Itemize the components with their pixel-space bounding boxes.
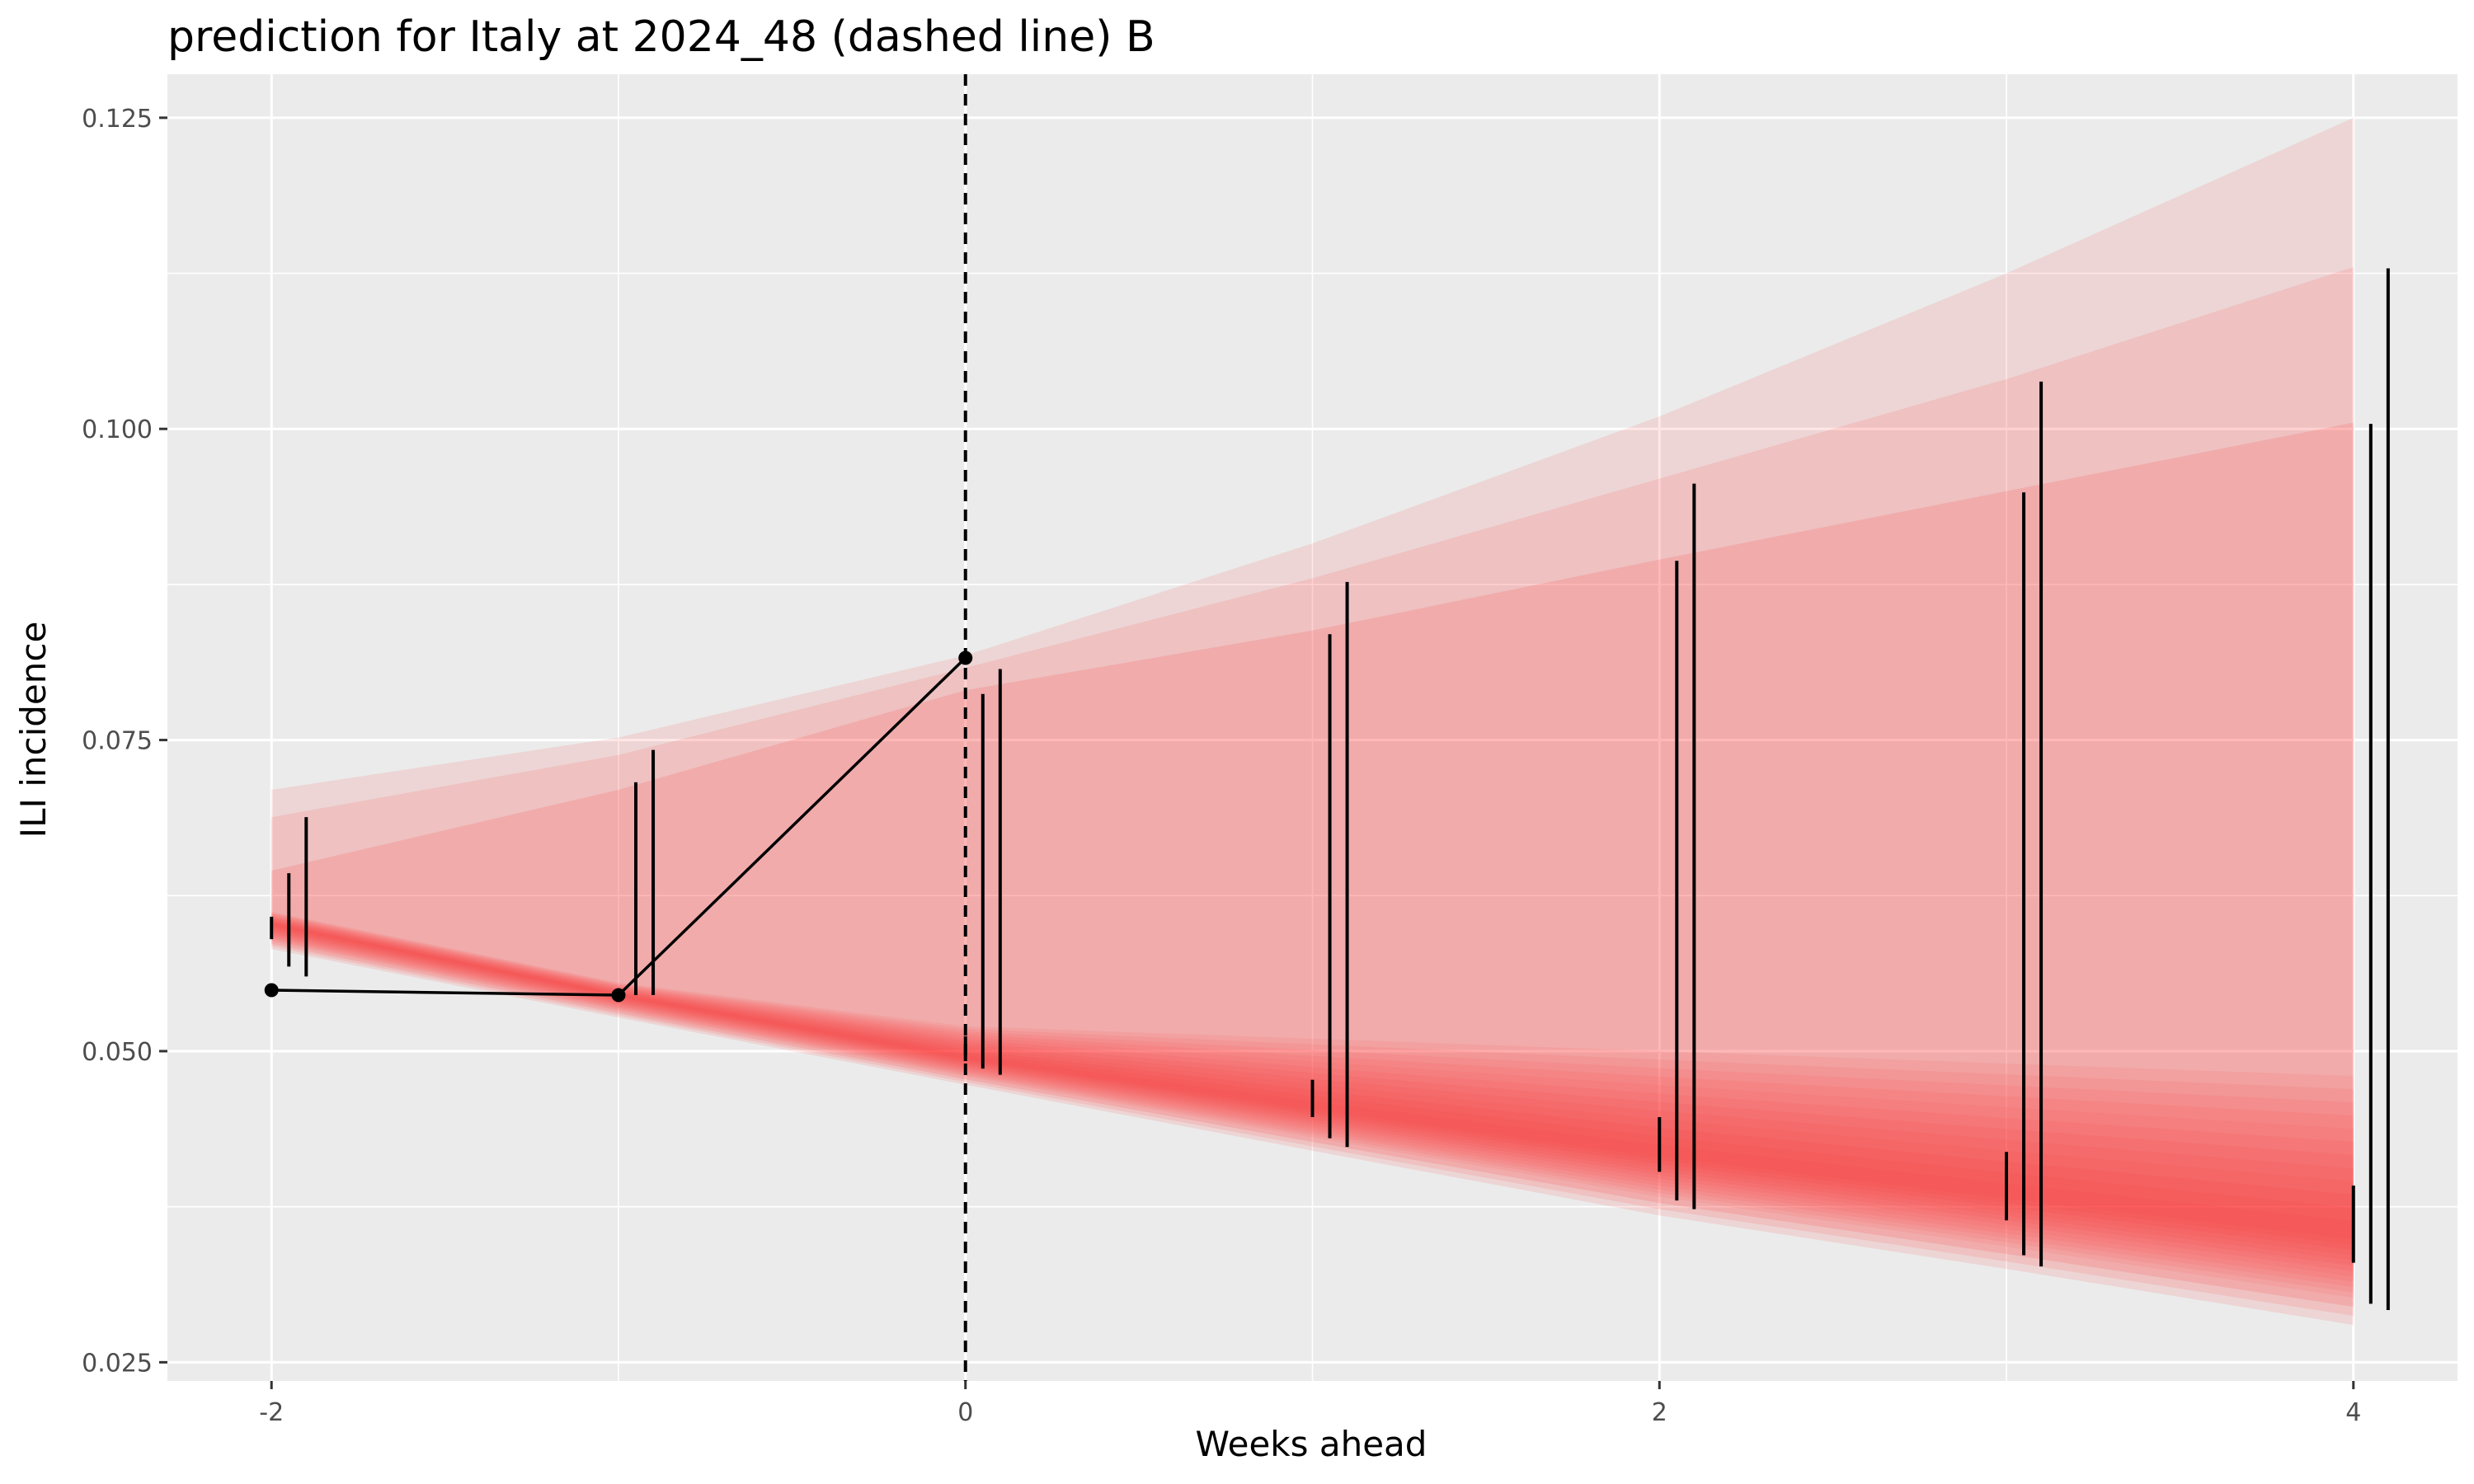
y-tick-label: 0.125 <box>82 105 153 134</box>
fan-band-core <box>271 922 2354 1245</box>
y-axis-title: ILI incidence <box>13 622 54 838</box>
x-tick-label: 2 <box>1652 1398 1667 1427</box>
fan-band-core <box>271 921 2354 1251</box>
x-tick-label: 0 <box>957 1398 973 1427</box>
fan-band-mid <box>271 266 2354 1317</box>
x-tick-label: 4 <box>2345 1398 2361 1427</box>
observed-point <box>958 650 973 665</box>
fan-band-inner <box>271 422 2354 1308</box>
y-tick-label: 0.025 <box>82 1349 153 1378</box>
plot-area: -2 0 2 4 0.025 0.050 0.075 0.100 0.125 <box>82 74 2458 1427</box>
y-tick-label: 0.100 <box>82 416 153 444</box>
y-tick-label: 0.050 <box>82 1038 153 1067</box>
x-axis-title: Weeks ahead <box>1196 1424 1427 1464</box>
x-tick-label: -2 <box>259 1398 284 1427</box>
observed-point <box>611 988 626 1003</box>
fan-band-core <box>271 923 2354 1240</box>
y-tick-label: 0.075 <box>82 727 153 756</box>
fan-band-outer <box>271 117 2354 1326</box>
chart-title: prediction for Italy at 2024_48 (dashed … <box>167 12 1155 62</box>
observed-point <box>264 983 279 998</box>
